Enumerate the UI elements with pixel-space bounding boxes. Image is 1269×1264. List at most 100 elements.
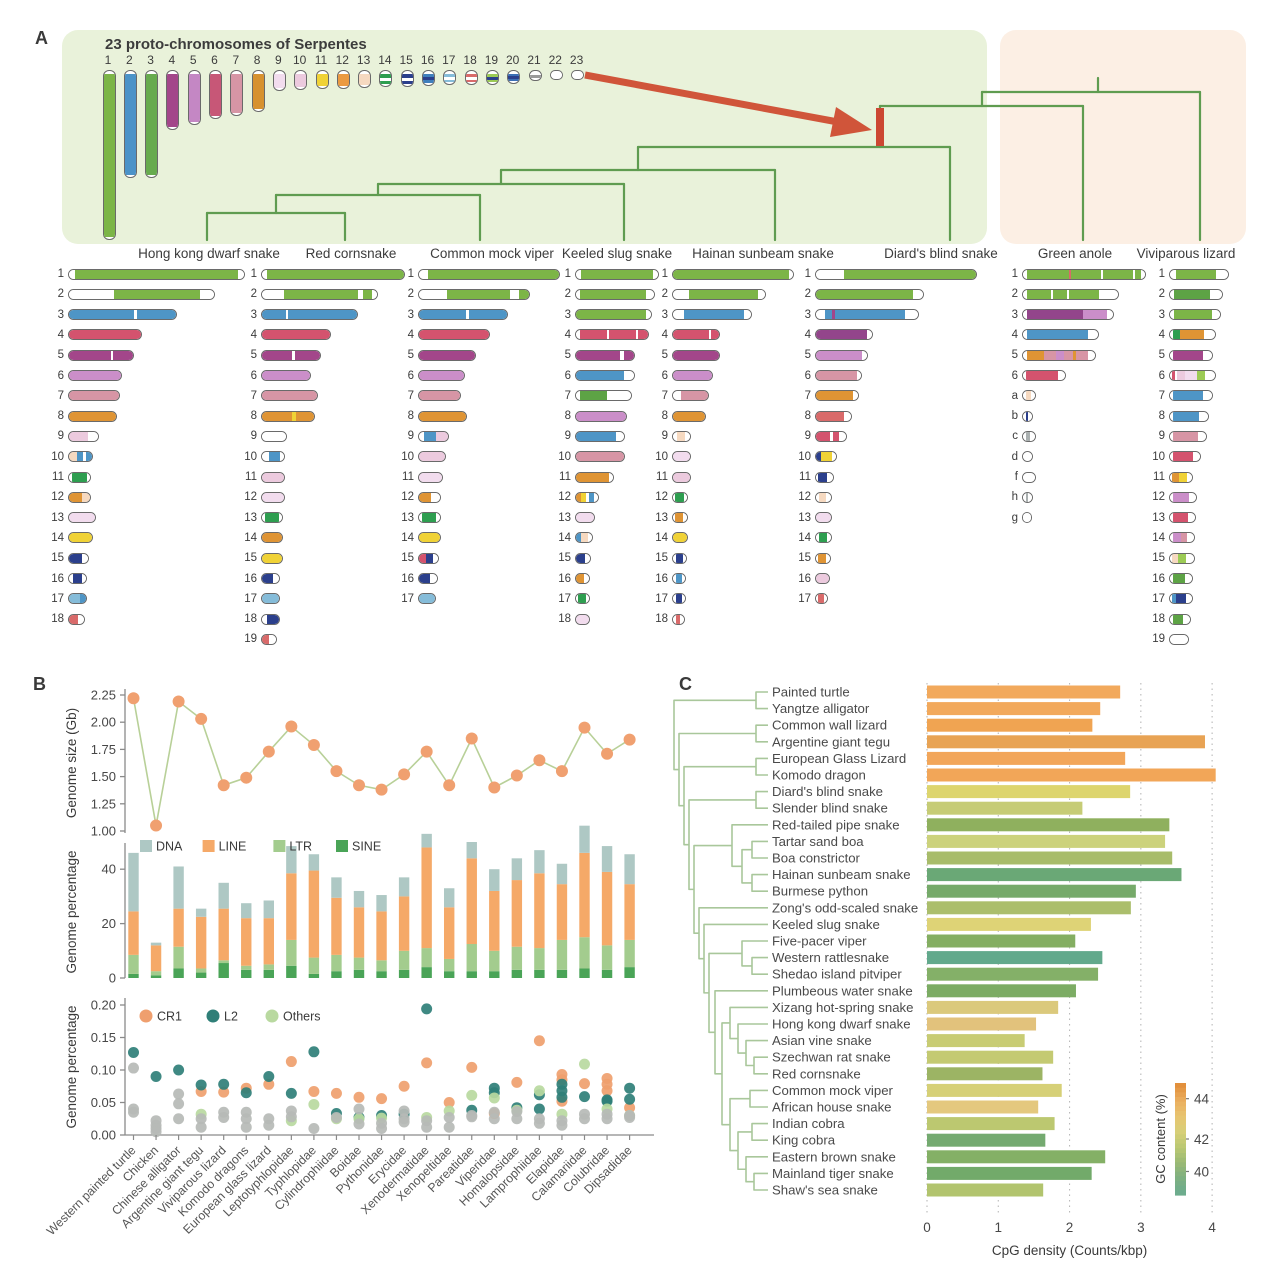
tree-branch (755, 724, 768, 743)
cpg-bar (927, 967, 1099, 981)
chromosome-segment (262, 411, 292, 421)
chromosome-number: 11 (559, 471, 571, 483)
tree-branch (755, 757, 768, 776)
legend-swatch (273, 840, 286, 852)
chromosome-segment (1023, 431, 1026, 441)
chromosome-segment (638, 330, 648, 340)
chromosome-segment (1173, 431, 1198, 441)
chromosome-ideogram (575, 573, 590, 584)
genome-size-point (240, 771, 253, 784)
chromosome-number: 6 (661, 369, 668, 382)
chromosome-segment (1180, 330, 1204, 340)
repeat-bar-segment (128, 852, 139, 912)
tree-branch (688, 799, 756, 891)
repeat-bar-segment (353, 969, 365, 978)
chromosome-number: 8 (661, 410, 668, 423)
chromosome-ideogram (1169, 633, 1189, 645)
chromosome-row: 3 (642, 305, 752, 325)
chromosome-number: 12 (558, 491, 571, 504)
chromosome-ideogram (418, 370, 465, 381)
chromosome-segment (87, 472, 90, 482)
repeat-bar-segment (398, 877, 410, 897)
chromosome-segment (576, 472, 609, 482)
chromosome-row: 3 (992, 305, 1114, 325)
species-name: Hainan sunbeam snake (692, 246, 834, 261)
chromosome-segment (1067, 289, 1069, 299)
chromosome-row: 14 (388, 528, 441, 548)
chromosome-number: 18 (1152, 613, 1165, 626)
proto-chromosome-number: 16 (420, 53, 435, 67)
chromosome-ideogram (418, 349, 476, 361)
cpg-bar (927, 984, 1076, 998)
chromosome-number: 19 (244, 633, 257, 646)
chromosome-row: 13 (38, 508, 96, 528)
chromosome-segment (594, 492, 598, 502)
chromosome-row: 1 (545, 264, 659, 284)
chromosome-ideogram (672, 288, 766, 300)
repeats-tick-label: 20 (102, 916, 116, 931)
chromosome-ideogram (418, 471, 443, 483)
chromosome-segment (1174, 310, 1212, 320)
chromosome-row: 9 (545, 426, 625, 446)
chromosome-ideogram (68, 573, 87, 584)
chromosome-segment (436, 431, 448, 441)
tree-branch (721, 1022, 730, 1126)
tree-branch (673, 699, 756, 771)
proto-chromosome-number: 22 (548, 53, 562, 67)
chromosome-ideogram (418, 512, 441, 524)
repeat-bar-segment (466, 858, 477, 944)
tree-branch (741, 848, 752, 884)
chromosome-segment (88, 431, 98, 441)
subfam-point (308, 1085, 320, 1097)
species-label: Common wall lizard (772, 718, 887, 733)
subfam-point (173, 1098, 185, 1110)
chromosome-segment (576, 289, 580, 299)
chromosome-row: 10 (785, 447, 837, 467)
chromosome-number: 14 (655, 531, 668, 544)
repeat-bar-segment (511, 880, 523, 947)
cpg-bar (927, 818, 1170, 832)
chromosome-ideogram (815, 552, 831, 564)
chromosome-segment (689, 289, 758, 299)
chromosome-row: 14 (642, 528, 688, 548)
chromosome-row: 6 (545, 366, 635, 386)
species-label: Five-pacer viper (772, 934, 867, 949)
species-label: Shedao island pitviper (772, 967, 902, 982)
chromosome-number: 17 (51, 592, 64, 605)
chromosome-ideogram (575, 512, 595, 524)
cpg-tick-label: 2 (1066, 1220, 1074, 1235)
chromosome-ideogram (1169, 491, 1197, 503)
chromosome-segment (816, 553, 818, 563)
chromosome-ideogram (1169, 593, 1193, 605)
chromosome-row: 6 (388, 366, 465, 386)
chromosome-segment (586, 492, 589, 502)
proto-chromosome-ideogram (336, 70, 350, 89)
chromosome-segment (1216, 269, 1228, 279)
chromosome-segment (616, 431, 624, 441)
genome-size-point (398, 768, 411, 781)
chromosome-number: 3 (1158, 308, 1165, 321)
species-label: Xizang hot-spring snake (772, 1000, 913, 1015)
chromosome-segment (1173, 391, 1203, 401)
proto-chromosome-band (465, 76, 477, 80)
repeat-bar-segment (466, 944, 477, 972)
chromosome-segment (1199, 411, 1208, 421)
chromosome-number: 17 (244, 592, 257, 605)
chromosome-number: 9 (407, 430, 414, 443)
proto-chromosome-number: 7 (232, 53, 240, 67)
chromosome-ideogram (68, 268, 245, 280)
chromosome-ideogram (1169, 309, 1221, 321)
chromosome-ideogram (418, 573, 438, 584)
proto-chromosome-number: 2 (125, 53, 133, 67)
chromosome-segment (576, 614, 589, 624)
species-label: Shaw's sea snake (772, 1183, 878, 1198)
repeat-bar-segment (376, 960, 387, 972)
chromosome-row: 9 (642, 426, 691, 446)
chromosome-ideogram (815, 451, 837, 463)
chromosome-number: 3 (564, 308, 571, 321)
chromosome-segment (1210, 289, 1222, 299)
chromosome-segment (424, 431, 436, 441)
chromosome-ideogram (575, 471, 614, 483)
repeat-bar-segment (444, 907, 455, 959)
